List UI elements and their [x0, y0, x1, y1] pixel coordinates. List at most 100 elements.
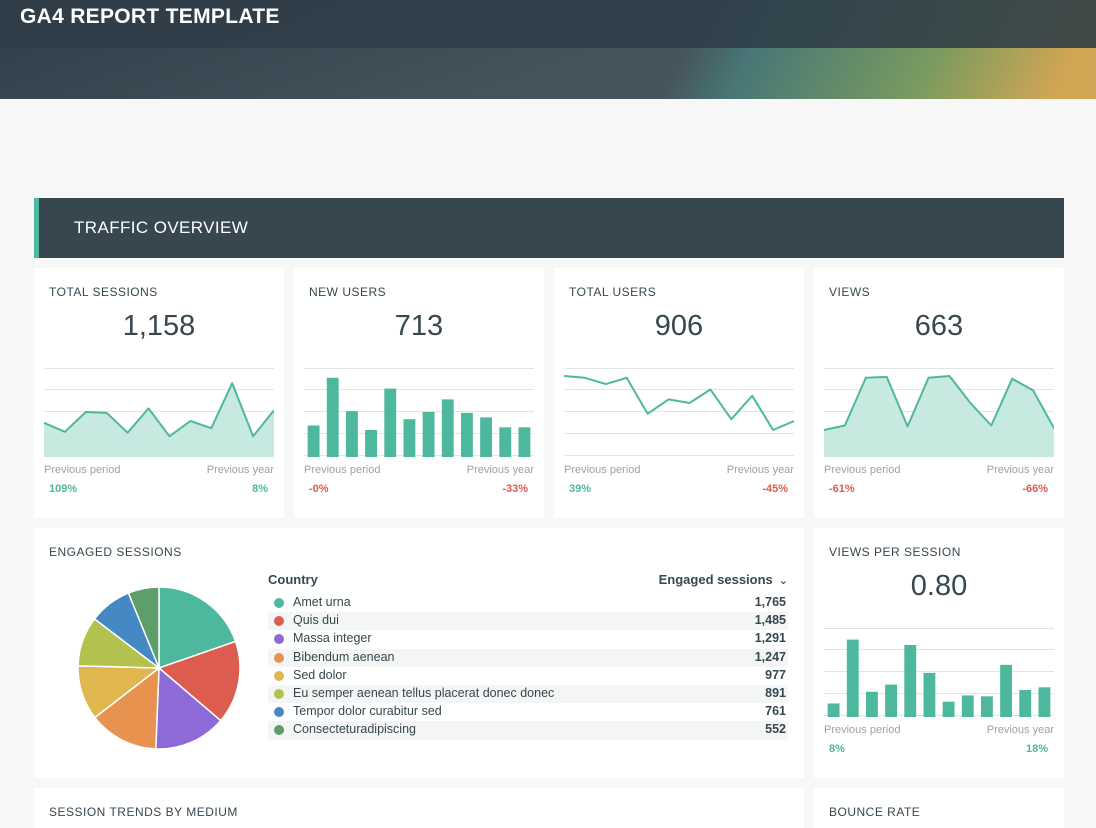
legend-dot-icon: [274, 598, 284, 608]
kpi-title: TOTAL SESSIONS: [49, 285, 158, 299]
previous-period-label: Previous period: [824, 464, 901, 476]
bounce-rate-card: BOUNCE RATE: [814, 788, 1064, 828]
session-trends-card: SESSION TRENDS BY MEDIUM: [34, 788, 804, 828]
legend-dot-icon: [274, 634, 284, 645]
previous-year-change: 8%: [252, 483, 268, 495]
bar: [865, 691, 878, 717]
series-line: [44, 382, 274, 438]
engaged-sessions-value: 1,291: [754, 631, 786, 646]
kpi-card-views: VIEWS 663 Previous period Previous year …: [814, 268, 1064, 518]
engaged-sessions-value: 552: [765, 722, 786, 737]
kpi-value: 1,158: [122, 310, 196, 342]
bar: [326, 377, 339, 457]
previous-period-label: Previous period: [824, 724, 901, 736]
bar: [480, 417, 493, 457]
previous-year-label: Previous year: [466, 464, 534, 476]
area-fill: [44, 383, 274, 457]
country-name: Amet urna: [293, 595, 351, 609]
engaged-sessions-value: 1,485: [754, 613, 786, 628]
table-row[interactable]: Sed dolor 977: [268, 667, 788, 685]
bar: [942, 701, 955, 717]
bar: [307, 425, 320, 457]
kpi-value: 0.80: [910, 570, 968, 602]
previous-period-change: 8%: [829, 743, 845, 755]
pie-slice: [93, 666, 160, 750]
legend-dot-icon: [274, 616, 284, 627]
kpi-title: VIEWS PER SESSION: [829, 545, 961, 559]
legend-dot-icon: [274, 707, 284, 718]
section-header-traffic-overview: TRAFFIC OVERVIEW: [34, 198, 1064, 258]
kpi-title: NEW USERS: [309, 285, 387, 299]
report-banner: GA4 REPORT TEMPLATE: [0, 0, 1096, 99]
bar: [923, 672, 936, 717]
previous-year-change: -45%: [762, 483, 788, 495]
previous-year-label: Previous year: [986, 724, 1054, 736]
bar: [846, 639, 859, 717]
bar: [961, 695, 974, 717]
bar: [1038, 687, 1051, 717]
previous-period-label: Previous period: [564, 464, 641, 476]
bar: [403, 419, 416, 457]
bar: [365, 430, 378, 457]
kpi-card-total-sessions: TOTAL SESSIONS 1,158 Previous period Pre…: [34, 268, 284, 518]
previous-period-change: -61%: [829, 483, 855, 495]
views-per-session-bar-chart: [824, 628, 1054, 717]
previous-period-label: Previous period: [304, 464, 381, 476]
bar: [827, 703, 840, 717]
total-users-line-chart: [564, 368, 794, 456]
kpi-title: VIEWS: [829, 285, 871, 299]
engaged-sessions-table: Country Engaged sessions ⌄ Amet urna 1,765…: [268, 572, 788, 740]
bar: [345, 411, 358, 457]
country-name: Consecteturadipiscing: [293, 722, 416, 737]
series-line: [564, 375, 794, 431]
kpi-value: 713: [394, 310, 444, 342]
engaged-sessions-value: 761: [765, 704, 786, 719]
previous-year-label: Previous year: [986, 464, 1054, 476]
engaged-sessions-pie-chart: [77, 586, 241, 750]
engaged-sessions-value: 891: [765, 685, 786, 700]
previous-year-change: 18%: [1025, 743, 1048, 755]
engaged-sessions-title: ENGAGED SESSIONS: [49, 545, 182, 559]
bar: [384, 388, 397, 457]
previous-year-change: -66%: [1022, 483, 1048, 495]
table-row[interactable]: Bibendum aenean 1,247: [268, 648, 788, 667]
bar: [499, 427, 512, 457]
kpi-card-views-per-session: VIEWS PER SESSION 0.80 Previous period P…: [814, 528, 1064, 778]
bar: [904, 645, 917, 717]
table-row[interactable]: Consecteturadipiscing 552: [268, 721, 788, 740]
section-title: TRAFFIC OVERVIEW: [74, 218, 249, 237]
legend-dot-icon: [274, 652, 284, 663]
legend-dot-icon: [274, 670, 284, 681]
bar: [460, 412, 473, 457]
engaged-sessions-value: 1,247: [754, 649, 786, 664]
legend-dot-icon: [274, 725, 284, 736]
pie-slice: [157, 640, 241, 722]
report-title: GA4 REPORT TEMPLATE: [20, 5, 280, 28]
previous-period-change: 109%: [49, 483, 78, 495]
pie-slice: [127, 586, 160, 669]
total-sessions-sparkline: [44, 368, 274, 457]
views-area-chart: [824, 368, 1054, 457]
kpi-value: 906: [654, 310, 704, 342]
table-row[interactable]: Massa integer 1,291: [268, 630, 788, 648]
table-row[interactable]: Tempor dolor curabitur sed 761: [268, 703, 788, 721]
legend-dot-icon: [274, 688, 284, 699]
country-name: Bibendum aenean: [293, 649, 395, 664]
column-header-engaged-sessions[interactable]: Engaged sessions ⌄: [659, 572, 788, 587]
bounce-rate-title: BOUNCE RATE: [829, 805, 921, 819]
column-header-country[interactable]: Country: [268, 572, 318, 587]
country-name: Sed dolor: [293, 667, 347, 682]
chevron-down-icon[interactable]: ⌄: [778, 575, 788, 587]
new-users-bar-chart: [304, 368, 534, 457]
banner-title-band: [0, 0, 1096, 48]
previous-year-change: -33%: [502, 483, 528, 495]
table-row[interactable]: Eu semper aenean tellus placerat donec d…: [268, 684, 788, 704]
country-name: Tempor dolor curabitur sed: [293, 704, 442, 719]
engaged-sessions-card: ENGAGED SESSIONS Country Engaged session…: [34, 528, 804, 778]
previous-period-change: 39%: [569, 483, 592, 495]
table-row[interactable]: Quis dui 1,485: [268, 612, 788, 631]
engaged-sessions-value: 1,765: [754, 595, 786, 609]
table-row[interactable]: Amet urna 1,765: [268, 594, 788, 612]
bar: [1019, 690, 1032, 717]
bar: [441, 399, 454, 457]
